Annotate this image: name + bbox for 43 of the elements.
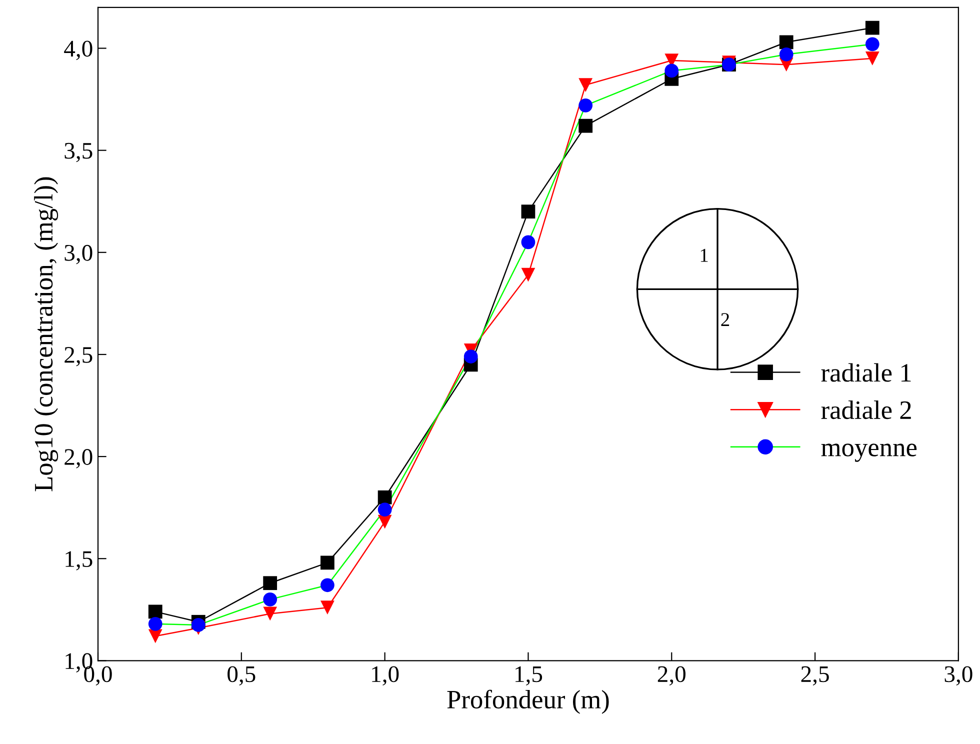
y-tick-label: 1,5 <box>66 551 92 570</box>
y-axis-title: Log10 (concentration, (mg/l)) <box>34 177 58 492</box>
legend-label: radiale 1 <box>821 363 911 382</box>
y-tick-label: 2,5 <box>64 347 92 366</box>
y-tick-label: 2,0 <box>64 449 92 468</box>
point <box>320 556 334 570</box>
point <box>578 118 593 133</box>
point <box>148 616 162 631</box>
point <box>521 268 536 282</box>
annotation: 1 <box>700 248 708 262</box>
x-axis-title: Profondeur (m) <box>447 690 609 714</box>
point <box>378 490 392 504</box>
point <box>263 592 278 606</box>
x-tick-label: 1,0 <box>372 666 399 686</box>
point <box>263 606 278 621</box>
x-tick-label: 2,0 <box>658 666 686 686</box>
point <box>578 98 593 112</box>
x-tick-label: 0,5 <box>228 666 256 686</box>
point <box>578 78 593 92</box>
annotation: 2 <box>721 313 730 326</box>
y-tick-label: 3,5 <box>64 142 92 162</box>
point <box>464 350 478 364</box>
point <box>320 578 334 592</box>
point <box>664 64 679 78</box>
point <box>779 35 794 50</box>
point <box>148 604 162 619</box>
point <box>779 47 794 62</box>
point <box>865 37 880 52</box>
y-tick-label: 4,0 <box>64 40 92 60</box>
point <box>263 576 278 590</box>
x-tick-label: 1,5 <box>516 666 542 686</box>
point <box>378 502 392 517</box>
point <box>521 235 536 250</box>
point <box>521 204 536 219</box>
point <box>191 618 206 632</box>
legend-label: moyenne <box>821 444 917 462</box>
point <box>320 600 334 615</box>
point <box>865 52 880 66</box>
point <box>865 20 880 35</box>
x-tick-label: 2,5 <box>801 666 829 686</box>
x-tick-label: 3,0 <box>944 666 972 686</box>
y-tick-label: 3,0 <box>64 244 92 264</box>
legend-label: radiale 2 <box>821 400 911 420</box>
